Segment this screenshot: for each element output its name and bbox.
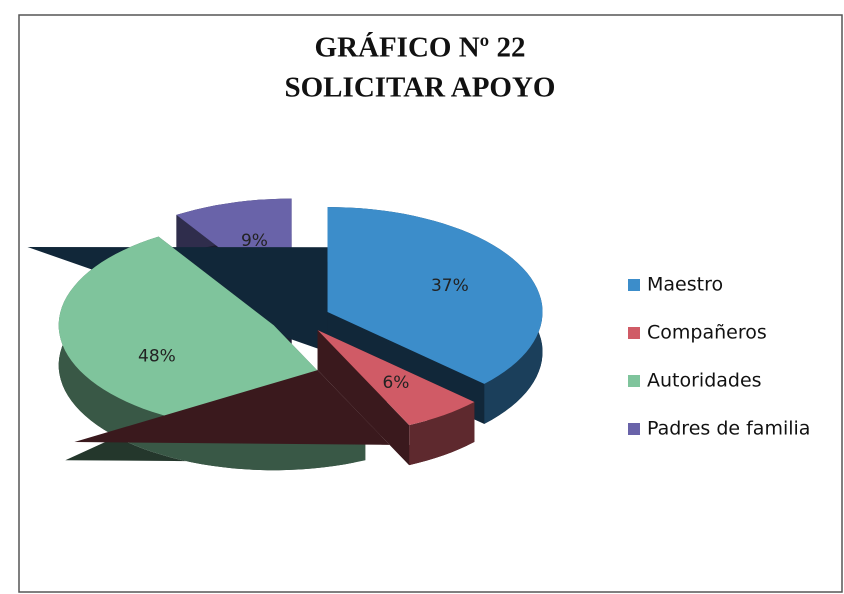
legend-swatch: [628, 375, 640, 387]
legend: Maestro Compañeros Autoridades Padres de fa…: [628, 274, 810, 440]
data-label: 6%: [382, 373, 409, 393]
data-label: 9%: [241, 231, 268, 251]
legend-label: Compañeros: [647, 322, 767, 344]
chart-subtitle: SOLICITAR APOYO: [285, 72, 556, 104]
slice-radial-wall: [317, 330, 410, 466]
legend-label: Autoridades: [647, 370, 762, 392]
data-label: 48%: [138, 347, 176, 367]
slice-bottom: [74, 370, 468, 466]
legend-swatch: [628, 423, 640, 435]
legend-label: Padres de familia: [647, 418, 810, 440]
slice-outer-wall: [409, 402, 475, 466]
legend-swatch: [628, 279, 640, 291]
pie: 37% 6% 48% 9%: [27, 198, 543, 471]
slice: [327, 207, 543, 384]
slice: [317, 330, 475, 426]
legend-label: Maestro: [647, 274, 723, 296]
data-label: 37%: [431, 276, 469, 296]
legend-swatch: [628, 327, 640, 339]
slice-outer-wall: [58, 236, 366, 471]
chart-title: GRÁFICO Nº 22: [315, 31, 526, 64]
